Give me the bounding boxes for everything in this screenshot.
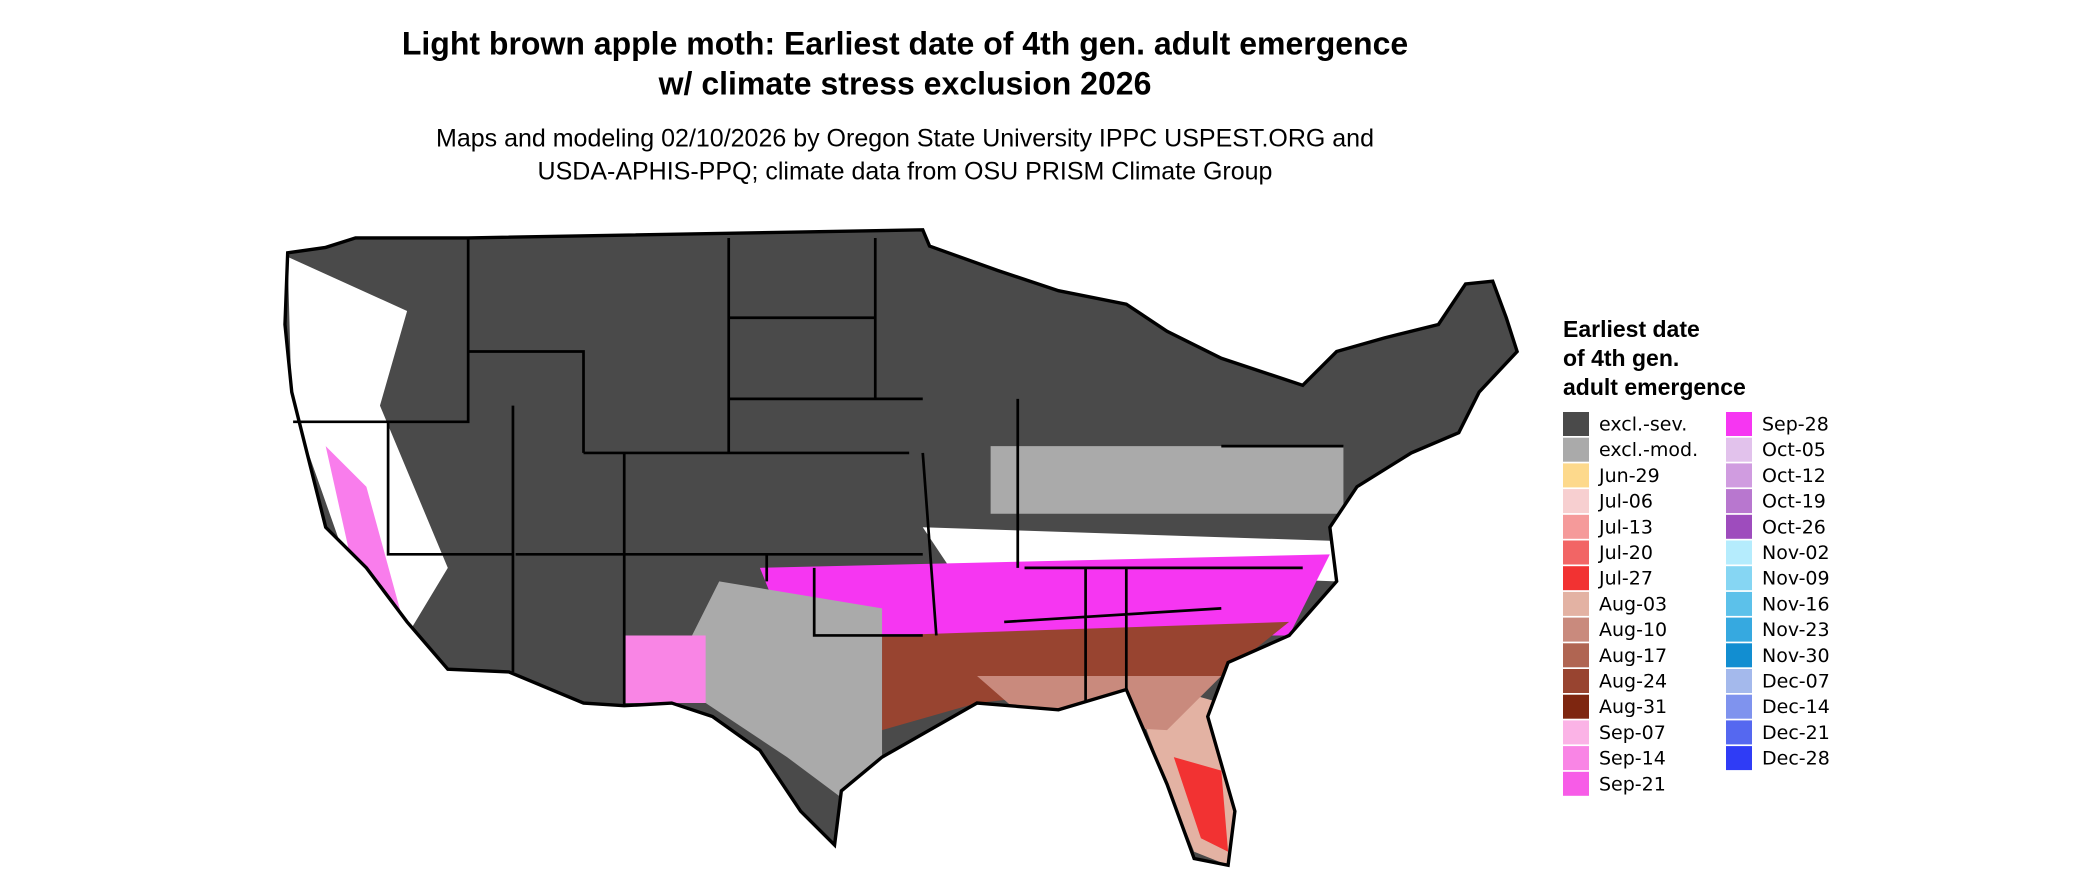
legend-swatch bbox=[1726, 669, 1752, 693]
legend-swatch bbox=[1563, 720, 1589, 745]
legend-swatch bbox=[1726, 412, 1752, 436]
legend-label: Jul-27 bbox=[1598, 568, 1653, 590]
legend-swatch bbox=[1563, 694, 1589, 719]
legend-swatch bbox=[1563, 771, 1589, 796]
legend-swatch bbox=[1726, 591, 1752, 616]
legend-swatch bbox=[1563, 746, 1589, 771]
legend-label: Nov-30 bbox=[1762, 645, 1830, 667]
legend-swatch bbox=[1726, 540, 1752, 565]
legend-swatch bbox=[1726, 437, 1752, 462]
legend-label: Jul-20 bbox=[1598, 542, 1653, 564]
legend-swatch bbox=[1563, 514, 1589, 539]
legend-swatch bbox=[1563, 643, 1589, 668]
legend-swatch bbox=[1563, 412, 1589, 436]
legend-label: Dec-14 bbox=[1762, 696, 1830, 718]
subtitle: Maps and modeling 02/10/2026 by Oregon S… bbox=[436, 125, 1374, 153]
legend-label: Sep-28 bbox=[1762, 414, 1829, 436]
legend-label: Nov-02 bbox=[1762, 542, 1830, 564]
legend-label: Aug-24 bbox=[1599, 671, 1667, 693]
legend-label: Jun-29 bbox=[1598, 465, 1660, 487]
legend-label: Dec-07 bbox=[1762, 671, 1830, 693]
legend-label: Sep-21 bbox=[1599, 773, 1666, 795]
legend-label: Aug-03 bbox=[1599, 593, 1667, 615]
legend-label: Aug-10 bbox=[1599, 619, 1667, 641]
legend-swatch bbox=[1726, 566, 1752, 591]
legend-title: Earliest date bbox=[1563, 316, 1700, 342]
legend-title: adult emergence bbox=[1563, 374, 1746, 400]
legend-label: Jul-06 bbox=[1598, 491, 1653, 513]
legend-swatch bbox=[1726, 617, 1752, 642]
legend: excl.-sev. excl.-mod. Jun-29 Jul-06 Jul-13 Ju… bbox=[1563, 412, 1830, 796]
legend-label: Dec-21 bbox=[1762, 722, 1830, 744]
legend-label: Nov-23 bbox=[1762, 619, 1830, 641]
legend-label: Aug-17 bbox=[1599, 645, 1667, 667]
legend-label: Aug-31 bbox=[1599, 696, 1667, 718]
legend-swatch bbox=[1563, 463, 1589, 488]
map bbox=[283, 228, 1519, 867]
legend-swatch bbox=[1563, 566, 1589, 591]
legend-label: Jul-13 bbox=[1598, 516, 1653, 538]
legend-label: Nov-16 bbox=[1762, 593, 1830, 615]
legend-swatch bbox=[1726, 489, 1752, 514]
legend-label: Oct-19 bbox=[1762, 491, 1826, 513]
legend-swatch bbox=[1563, 489, 1589, 514]
subtitle: USDA-APHIS-PPQ; climate data from OSU PR… bbox=[538, 158, 1273, 186]
legend-label: Dec-28 bbox=[1762, 748, 1830, 770]
legend-swatch bbox=[1726, 746, 1752, 771]
legend-swatch bbox=[1726, 463, 1752, 488]
legend-swatch bbox=[1726, 720, 1752, 745]
legend-label: Oct-12 bbox=[1762, 465, 1826, 487]
legend-swatch bbox=[1726, 514, 1752, 539]
legend-swatch bbox=[1563, 617, 1589, 642]
legend-label: Oct-26 bbox=[1762, 516, 1826, 538]
legend-label: Oct-05 bbox=[1762, 439, 1826, 461]
legend-swatch bbox=[1726, 643, 1752, 668]
legend-label: Sep-07 bbox=[1599, 722, 1666, 744]
legend-swatch bbox=[1563, 540, 1589, 565]
legend-label: Nov-09 bbox=[1762, 568, 1830, 590]
title: w/ climate stress exclusion 2026 bbox=[658, 65, 1152, 101]
legend-label: excl.-sev. bbox=[1599, 414, 1687, 436]
legend-swatch bbox=[1563, 437, 1589, 462]
legend-title: of 4th gen. bbox=[1563, 345, 1679, 371]
legend-swatch bbox=[1726, 694, 1752, 719]
legend-label: excl.-mod. bbox=[1599, 439, 1698, 461]
legend-label: Sep-14 bbox=[1599, 748, 1666, 770]
legend-swatch bbox=[1563, 669, 1589, 693]
title: Light brown apple moth: Earliest date of… bbox=[402, 25, 1408, 61]
legend-swatch bbox=[1563, 591, 1589, 616]
